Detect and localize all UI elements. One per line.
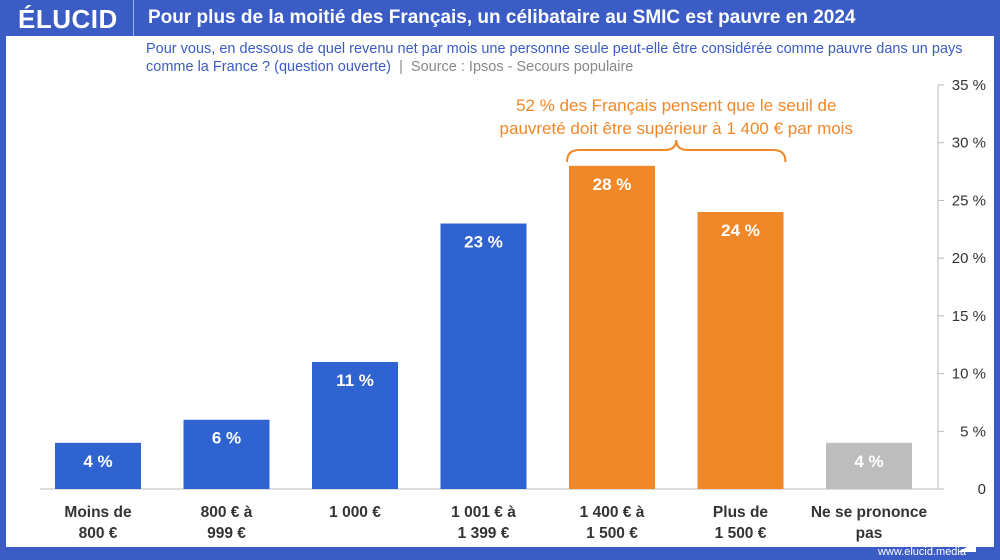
data-label: 24 % bbox=[721, 221, 760, 240]
x-tick-label: 1 500 € bbox=[586, 525, 638, 542]
data-label: 6 % bbox=[212, 429, 241, 448]
x-tick-label: pas bbox=[856, 525, 883, 542]
chart-title: Pour plus de la moitié des Français, un … bbox=[148, 7, 856, 28]
y-tick-label: 15 % bbox=[952, 308, 986, 325]
x-tick-label: Ne se prononce bbox=[811, 504, 928, 521]
x-tick-label: 999 € bbox=[207, 525, 246, 542]
x-tick-label: 800 € bbox=[79, 525, 118, 542]
footer-url[interactable]: www.elucid.media bbox=[877, 546, 966, 558]
y-tick-label: 0 bbox=[978, 481, 986, 498]
x-tick-label: 1 001 € à bbox=[451, 504, 516, 521]
data-label: 11 % bbox=[336, 371, 374, 390]
header: ÉLUCID Pour plus de la moitié des França… bbox=[0, 0, 1000, 36]
bar bbox=[826, 442, 912, 489]
x-tick-label: 1 400 € à bbox=[580, 504, 645, 521]
data-label: 28 % bbox=[593, 175, 632, 194]
x-tick-label: 1 399 € bbox=[458, 525, 510, 542]
header-divider bbox=[133, 0, 134, 36]
annotation-bracket bbox=[566, 139, 787, 163]
data-label: 4 % bbox=[83, 452, 112, 471]
x-tick-label: 1 500 € bbox=[715, 525, 767, 542]
y-tick-label: 10 % bbox=[952, 366, 986, 383]
question-text: Pour vous, en dessous de quel revenu net… bbox=[146, 41, 963, 75]
y-tick-label: 35 % bbox=[952, 77, 986, 94]
y-tick-label: 5 % bbox=[960, 423, 986, 440]
x-tick-label: Moins de bbox=[64, 504, 132, 521]
bar bbox=[697, 211, 784, 489]
x-tick-label: 1 000 € bbox=[329, 504, 381, 521]
bar bbox=[440, 223, 527, 489]
bar bbox=[569, 165, 655, 490]
annotation-text: pauvreté doit être supérieur à 1 400 € p… bbox=[500, 119, 853, 138]
bar bbox=[312, 362, 398, 489]
x-tick-label: 800 € à bbox=[201, 504, 253, 521]
bar bbox=[55, 442, 141, 489]
y-tick-label: 30 % bbox=[952, 135, 986, 152]
subtitle: Pour vous, en dessous de quel revenu net… bbox=[146, 40, 986, 76]
annotation-text: 52 % des Français pensent que le seuil d… bbox=[516, 96, 836, 115]
data-label: 4 % bbox=[854, 452, 883, 471]
data-label: 23 % bbox=[464, 233, 503, 252]
y-tick-label: 25 % bbox=[952, 192, 986, 209]
bar bbox=[183, 419, 270, 489]
x-tick-label: Plus de bbox=[713, 504, 769, 521]
source-text: Source : Ipsos - Secours populaire bbox=[410, 59, 634, 75]
separator: | bbox=[399, 59, 403, 75]
y-tick-label: 20 % bbox=[952, 250, 986, 267]
logo: ÉLUCID bbox=[18, 4, 118, 34]
